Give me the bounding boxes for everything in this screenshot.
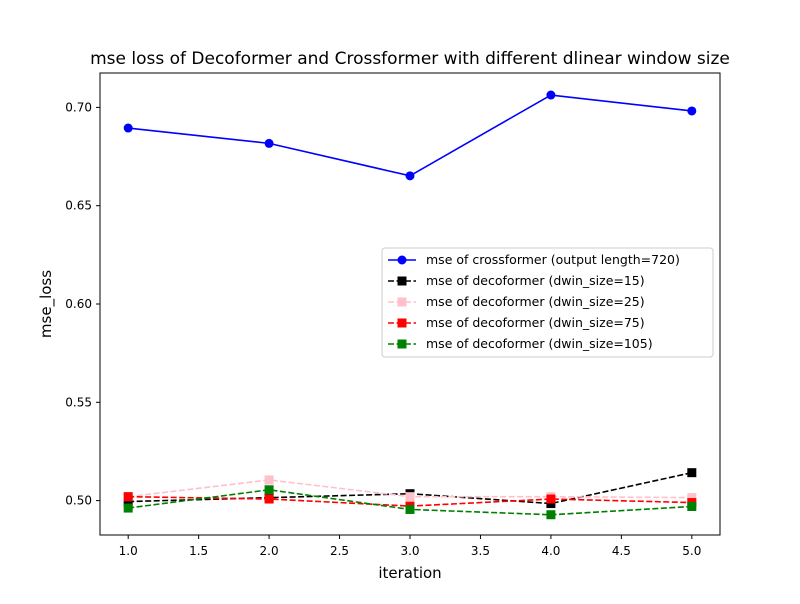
data-point bbox=[405, 171, 415, 181]
legend-marker bbox=[397, 339, 407, 349]
data-point bbox=[123, 492, 133, 502]
y-axis-label: mse_loss bbox=[37, 270, 56, 338]
legend-entry: mse of decoformer (dwin_size=25) bbox=[388, 294, 645, 309]
y-tick-label: 0.50 bbox=[65, 494, 92, 508]
plot-area bbox=[123, 90, 697, 520]
data-point bbox=[123, 503, 133, 513]
data-point bbox=[546, 499, 556, 509]
y-tick-label: 0.55 bbox=[65, 395, 92, 409]
data-point bbox=[687, 468, 697, 478]
data-point bbox=[264, 475, 274, 485]
legend-entry: mse of crossformer (output length=720) bbox=[388, 252, 680, 267]
legend-entry: mse of decoformer (dwin_size=105) bbox=[388, 336, 653, 351]
y-tick-label: 0.65 bbox=[65, 199, 92, 213]
x-tick-label: 2.5 bbox=[330, 544, 349, 558]
data-point bbox=[123, 123, 133, 133]
x-tick-label: 4.0 bbox=[541, 544, 560, 558]
legend-marker bbox=[397, 276, 407, 286]
x-axis-label: iteration bbox=[378, 564, 441, 582]
data-point bbox=[405, 504, 415, 514]
axis-ticks: 1.0 1.5 2.0 2.5 3.0 3.5 4.0 4.5 5.0 0.50 0.55 0.60 0… bbox=[65, 72, 721, 558]
y-tick-label: 0.60 bbox=[65, 297, 92, 311]
x-tick-label: 1.0 bbox=[119, 544, 138, 558]
data-point bbox=[687, 501, 697, 511]
data-point bbox=[687, 493, 697, 503]
legend-box bbox=[381, 247, 714, 358]
legend-marker bbox=[397, 318, 407, 328]
legend-label: mse of decoformer (dwin_size=25) bbox=[426, 294, 645, 309]
data-point bbox=[264, 485, 274, 495]
chart-title: mse loss of Decoformer and Crossformer w… bbox=[90, 49, 730, 69]
y-tick-label: 0.70 bbox=[65, 100, 92, 114]
data-point bbox=[546, 510, 556, 520]
x-tick-label: 1.5 bbox=[189, 544, 208, 558]
x-tick-label: 3.5 bbox=[471, 544, 490, 558]
data-point bbox=[264, 494, 274, 504]
data-point bbox=[405, 492, 415, 502]
x-tick-label: 3.0 bbox=[400, 544, 419, 558]
series-0 bbox=[123, 90, 697, 181]
legend-label: mse of decoformer (dwin_size=15) bbox=[426, 273, 645, 288]
series-line-0 bbox=[128, 94, 692, 177]
legend-marker bbox=[397, 297, 407, 307]
legend-marker bbox=[397, 255, 407, 265]
x-tick-label: 5.0 bbox=[682, 544, 701, 558]
data-point bbox=[264, 138, 274, 148]
data-point bbox=[546, 90, 556, 100]
legend: mse of crossformer (output length=720) ms… bbox=[381, 247, 714, 358]
legend-label: mse of decoformer (dwin_size=75) bbox=[426, 315, 645, 330]
x-tick-label: 2.0 bbox=[260, 544, 279, 558]
legend-label: mse of crossformer (output length=720) bbox=[426, 252, 680, 267]
legend-entry: mse of decoformer (dwin_size=15) bbox=[388, 273, 645, 288]
legend-entry: mse of decoformer (dwin_size=75) bbox=[388, 315, 645, 330]
legend-label: mse of decoformer (dwin_size=105) bbox=[426, 336, 653, 351]
data-point bbox=[123, 497, 133, 507]
data-point bbox=[687, 106, 697, 116]
data-point bbox=[546, 494, 556, 504]
x-tick-label: 4.5 bbox=[612, 544, 631, 558]
series-4 bbox=[123, 485, 697, 520]
